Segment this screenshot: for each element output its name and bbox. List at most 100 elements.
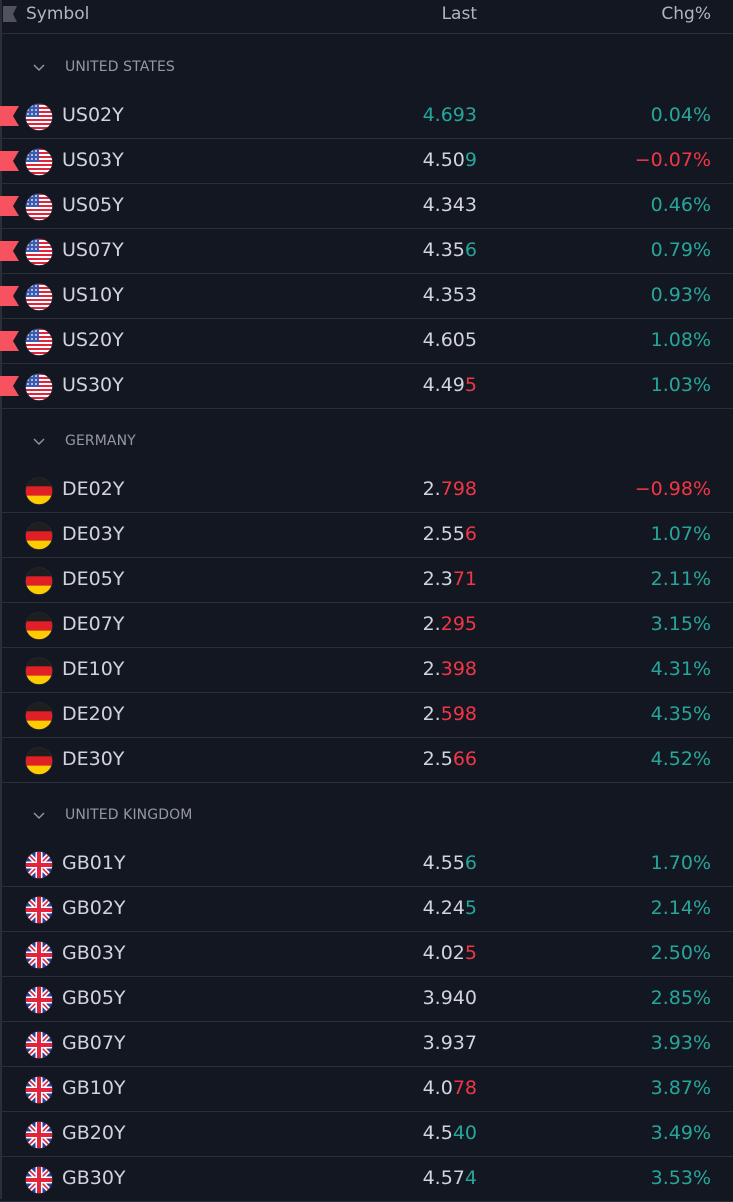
uk-flag-icon <box>25 1166 53 1194</box>
red-flag-icon[interactable] <box>0 106 20 126</box>
section-title: UNITED STATES <box>65 59 175 75</box>
last-price: 4.693 <box>423 104 477 126</box>
last-price-base: 4.57 <box>422 1167 465 1189</box>
table-row[interactable]: GB05Y 3.940 2.85% <box>0 977 733 1022</box>
section-header-us[interactable]: UNITED STATES <box>0 49 733 94</box>
last-price: 2.798 <box>423 478 477 500</box>
last-price-base: 4.343 <box>422 194 477 216</box>
chevron-down-icon[interactable] <box>32 63 46 73</box>
last-price-changed-digits: 6 <box>464 852 477 874</box>
red-flag-icon[interactable] <box>0 196 20 216</box>
table-row[interactable]: GB10Y 4.078 3.87% <box>0 1067 733 1112</box>
section-title: GERMANY <box>65 433 136 449</box>
germany-flag-icon <box>25 567 53 595</box>
symbol-name: US20Y <box>62 329 124 351</box>
red-flag-icon[interactable] <box>0 331 20 351</box>
red-flag-icon[interactable] <box>0 241 20 261</box>
table-row[interactable]: US20Y 4.605 1.08% <box>0 319 733 364</box>
table-row[interactable]: US30Y 4.495 1.03% <box>0 364 733 409</box>
change-percent: 2.85% <box>650 987 711 1009</box>
last-price-base: 4.02 <box>422 942 465 964</box>
section-header-gb[interactable]: UNITED KINGDOM <box>0 797 733 842</box>
last-price-base: 4.35 <box>422 239 465 261</box>
table-row[interactable]: DE30Y 2.566 4.52% <box>0 738 733 783</box>
table-row[interactable]: US02Y 4.693 0.04% <box>0 94 733 139</box>
germany-flag-icon <box>25 522 53 550</box>
uk-flag-icon <box>25 986 53 1014</box>
last-price-changed-digits: 295 <box>440 613 477 635</box>
change-percent: 2.50% <box>650 942 711 964</box>
table-row[interactable]: US10Y 4.353 0.93% <box>0 274 733 319</box>
symbol-name: DE20Y <box>62 703 125 725</box>
column-header: Symbol Last Chg% <box>0 0 733 34</box>
symbol-column-header[interactable]: Symbol <box>26 4 90 24</box>
table-row[interactable]: DE07Y 2.295 3.15% <box>0 603 733 648</box>
change-percent: 3.53% <box>650 1167 711 1189</box>
germany-flag-icon <box>25 747 53 775</box>
uk-flag-icon <box>25 941 53 969</box>
change-percent: 3.93% <box>650 1032 711 1054</box>
last-price-base: 2.3 <box>422 568 453 590</box>
table-row[interactable]: DE10Y 2.398 4.31% <box>0 648 733 693</box>
table-row[interactable]: DE03Y 2.556 1.07% <box>0 513 733 558</box>
symbol-name: DE03Y <box>62 523 125 545</box>
last-price: 4.574 <box>423 1167 477 1189</box>
table-row[interactable]: DE02Y 2.798 −0.98% <box>0 468 733 513</box>
last-price-changed-digits: 78 <box>452 1077 477 1099</box>
change-percent: −0.98% <box>634 478 711 500</box>
red-flag-icon[interactable] <box>0 376 20 396</box>
last-price-base: 3.940 <box>422 987 477 1009</box>
red-flag-icon[interactable] <box>0 151 20 171</box>
symbol-name: US02Y <box>62 104 124 126</box>
us-flag-icon <box>25 238 53 266</box>
table-row[interactable]: US03Y 4.509 −0.07% <box>0 139 733 184</box>
uk-flag-icon <box>25 1121 53 1149</box>
table-row[interactable]: GB02Y 4.245 2.14% <box>0 887 733 932</box>
last-price: 2.398 <box>423 658 477 680</box>
change-percent: 0.04% <box>650 104 711 126</box>
symbol-name: DE30Y <box>62 748 125 770</box>
left-border <box>0 0 2 1199</box>
symbol-name: US05Y <box>62 194 124 216</box>
last-price-base: 3.937 <box>422 1032 477 1054</box>
last-price: 4.509 <box>423 149 477 171</box>
last-price-base: 4.0 <box>422 1077 453 1099</box>
table-row[interactable]: GB20Y 4.540 3.49% <box>0 1112 733 1157</box>
last-price: 4.353 <box>423 284 477 306</box>
change-percent: 1.70% <box>650 852 711 874</box>
symbol-name: DE02Y <box>62 478 125 500</box>
chg-column-header[interactable]: Chg% <box>661 4 711 24</box>
last-price-base: 4.55 <box>422 852 465 874</box>
last-price: 4.356 <box>423 239 477 261</box>
table-row[interactable]: GB07Y 3.937 3.93% <box>0 1022 733 1067</box>
change-percent: 3.87% <box>650 1077 711 1099</box>
last-price-base: 2.55 <box>422 523 465 545</box>
last-price: 4.540 <box>423 1122 477 1144</box>
last-price-base: 4.50 <box>422 149 465 171</box>
table-row[interactable]: GB01Y 4.556 1.70% <box>0 842 733 887</box>
change-percent: 1.07% <box>650 523 711 545</box>
us-flag-icon <box>25 103 53 131</box>
red-flag-icon[interactable] <box>0 286 20 306</box>
last-price-base: 4.49 <box>422 374 465 396</box>
table-row[interactable]: US05Y 4.343 0.46% <box>0 184 733 229</box>
germany-flag-icon <box>25 702 53 730</box>
flag-column-icon[interactable] <box>2 5 19 23</box>
last-column-header[interactable]: Last <box>441 4 477 24</box>
symbol-name: GB10Y <box>62 1077 126 1099</box>
last-price-base: 2. <box>422 703 441 725</box>
germany-flag-icon <box>25 612 53 640</box>
table-row[interactable]: DE20Y 2.598 4.35% <box>0 693 733 738</box>
table-row[interactable]: US07Y 4.356 0.79% <box>0 229 733 274</box>
chevron-down-icon[interactable] <box>32 811 46 821</box>
table-row[interactable]: DE05Y 2.371 2.11% <box>0 558 733 603</box>
change-percent: 0.79% <box>650 239 711 261</box>
last-price-changed-digits: 66 <box>452 748 477 770</box>
section-header-de[interactable]: GERMANY <box>0 423 733 468</box>
symbol-name: US10Y <box>62 284 124 306</box>
chevron-down-icon[interactable] <box>32 437 46 447</box>
table-row[interactable]: GB30Y 4.574 3.53% <box>0 1157 733 1202</box>
change-percent: 4.52% <box>650 748 711 770</box>
symbol-name: GB20Y <box>62 1122 126 1144</box>
table-row[interactable]: GB03Y 4.025 2.50% <box>0 932 733 977</box>
